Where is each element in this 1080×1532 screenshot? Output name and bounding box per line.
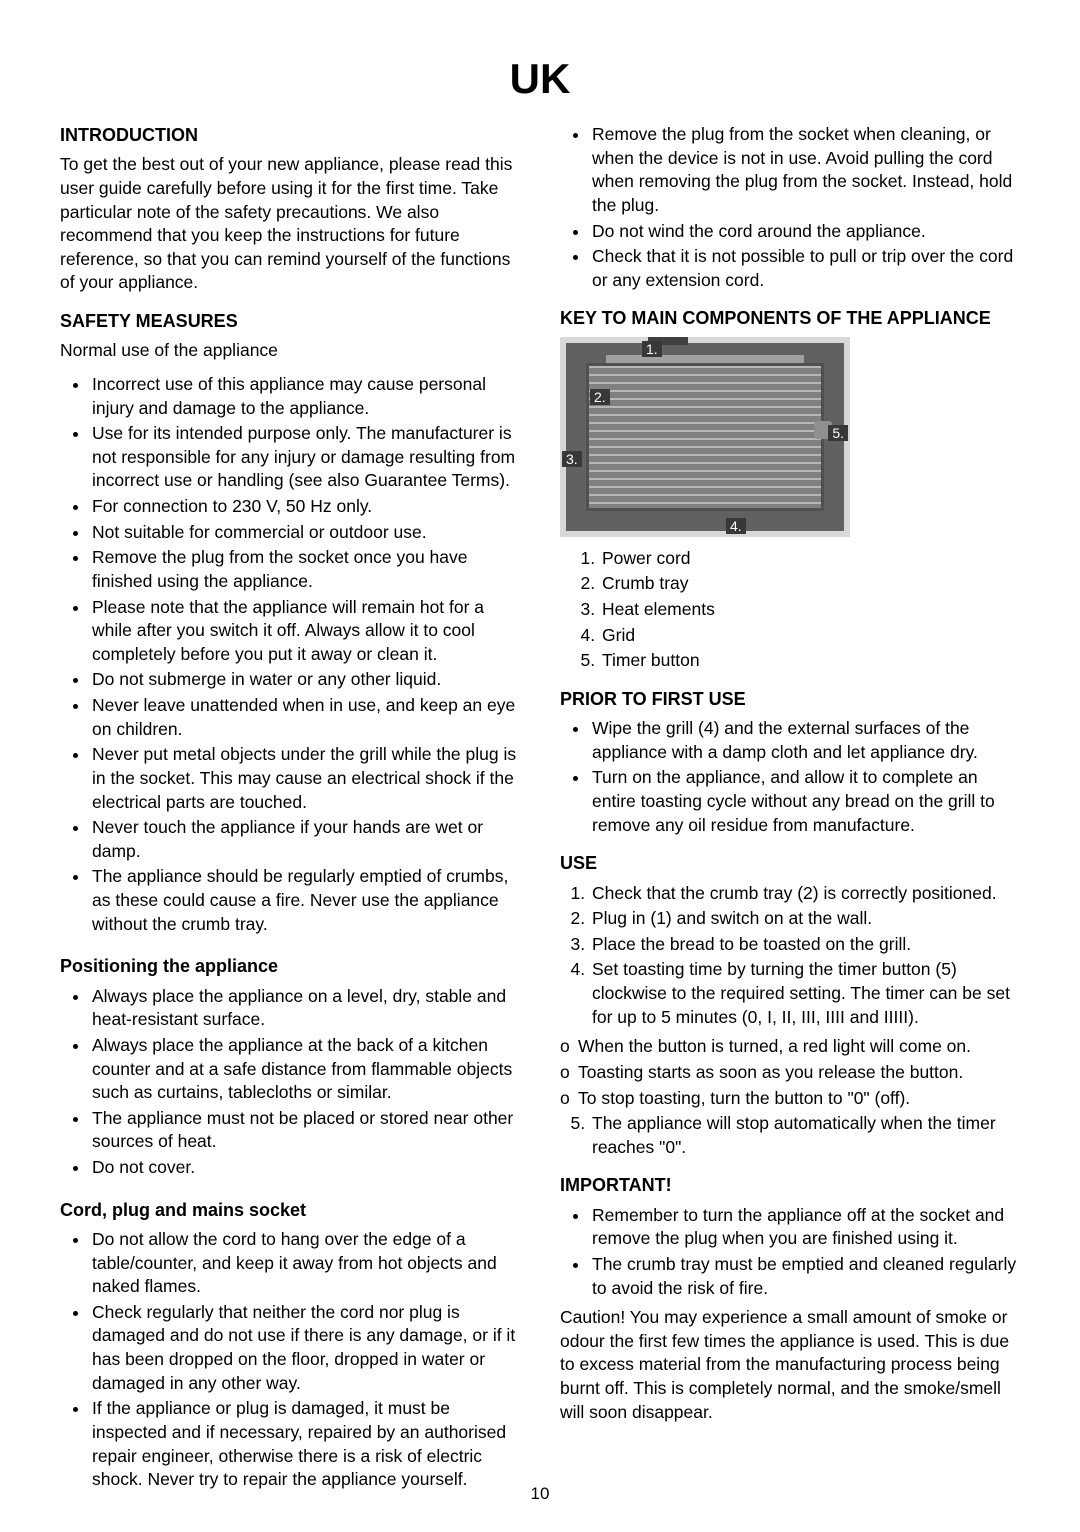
introduction-text: To get the best out of your new applianc… [60,153,520,295]
safety-subhead: Normal use of the appliance [60,339,520,363]
prior-use-heading: PRIOR TO FIRST USE [560,687,1020,711]
list-item: Not suitable for commercial or outdoor u… [90,521,520,545]
list-item: Remove the plug from the socket when cle… [590,123,1020,218]
diagram-grid [586,363,824,511]
list-item: Always place the appliance at the back o… [90,1034,520,1105]
list-item: Do not wind the cord around the applianc… [590,220,1020,244]
prior-use-list: Wipe the grill (4) and the external surf… [560,717,1020,837]
list-item: Crumb tray [600,572,1020,596]
use-substeps: When the button is turned, a red light w… [560,1035,1020,1110]
cord-list: Do not allow the cord to hang over the e… [60,1228,520,1492]
list-item: Toasting starts as soon as you release t… [576,1061,1020,1085]
diagram-label-4: 4. [726,518,746,534]
list-item: Do not allow the cord to hang over the e… [90,1228,520,1299]
left-column: INTRODUCTION To get the best out of your… [60,123,520,1498]
list-item: The appliance should be regularly emptie… [90,865,520,936]
key-components-heading: KEY TO MAIN COMPONENTS OF THE APPLIANCE [560,306,1020,330]
list-item: Power cord [600,547,1020,571]
list-item: Check that the crumb tray (2) is correct… [590,882,1020,906]
list-item: Check that it is not possible to pull or… [590,245,1020,292]
appliance-diagram: 1. 2. 3. 4. 5. [560,337,850,537]
diagram-label-2: 2. [590,389,610,405]
use-steps: Check that the crumb tray (2) is correct… [560,882,1020,1030]
list-item: Plug in (1) and switch on at the wall. [590,907,1020,931]
page-title: UK [60,55,1020,103]
list-item: Please note that the appliance will rema… [90,596,520,667]
list-item: If the appliance or plug is damaged, it … [90,1397,520,1492]
positioning-list: Always place the appliance on a level, d… [60,985,520,1180]
positioning-heading: Positioning the appliance [60,954,520,978]
list-item: Turn on the appliance, and allow it to c… [590,766,1020,837]
list-item: Incorrect use of this appliance may caus… [90,373,520,420]
diagram-label-5: 5. [828,425,848,441]
page-number: 10 [0,1484,1080,1504]
list-item: To stop toasting, turn the button to "0"… [576,1087,1020,1111]
list-item: Timer button [600,649,1020,673]
safety-heading: SAFETY MEASURES [60,309,520,333]
cord-list-cont: Remove the plug from the socket when cle… [560,123,1020,292]
list-item: When the button is turned, a red light w… [576,1035,1020,1059]
list-item: Place the bread to be toasted on the gri… [590,933,1020,957]
content-columns: INTRODUCTION To get the best out of your… [60,123,1020,1498]
cord-heading: Cord, plug and mains socket [60,1198,520,1222]
list-item: Use for its intended purpose only. The m… [90,422,520,493]
list-item: Always place the appliance on a level, d… [90,985,520,1032]
list-item: Remember to turn the appliance off at th… [590,1204,1020,1251]
use-steps-cont: The appliance will stop automatically wh… [560,1112,1020,1159]
caution-text: Caution! You may experience a small amou… [560,1306,1020,1424]
list-item: The appliance must not be placed or stor… [90,1107,520,1154]
list-item: Heat elements [600,598,1020,622]
safety-list: Incorrect use of this appliance may caus… [60,373,520,936]
list-item: Set toasting time by turning the timer b… [590,958,1020,1029]
list-item: Grid [600,624,1020,648]
important-list: Remember to turn the appliance off at th… [560,1204,1020,1301]
use-heading: USE [560,851,1020,875]
diagram-label-1: 1. [642,341,662,357]
list-item: The appliance will stop automatically wh… [590,1112,1020,1159]
list-item: Never put metal objects under the grill … [90,743,520,814]
introduction-heading: INTRODUCTION [60,123,520,147]
list-item: The crumb tray must be emptied and clean… [590,1253,1020,1300]
list-item: Never touch the appliance if your hands … [90,816,520,863]
list-item: Remove the plug from the socket once you… [90,546,520,593]
list-item: Do not cover. [90,1156,520,1180]
diagram-label-3: 3. [562,451,582,467]
list-item: For connection to 230 V, 50 Hz only. [90,495,520,519]
list-item: Do not submerge in water or any other li… [90,668,520,692]
list-item: Never leave unattended when in use, and … [90,694,520,741]
important-heading: IMPORTANT! [560,1173,1020,1197]
components-legend: Power cord Crumb tray Heat elements Grid… [560,547,1020,673]
list-item: Check regularly that neither the cord no… [90,1301,520,1396]
right-column: Remove the plug from the socket when cle… [560,123,1020,1498]
list-item: Wipe the grill (4) and the external surf… [590,717,1020,764]
